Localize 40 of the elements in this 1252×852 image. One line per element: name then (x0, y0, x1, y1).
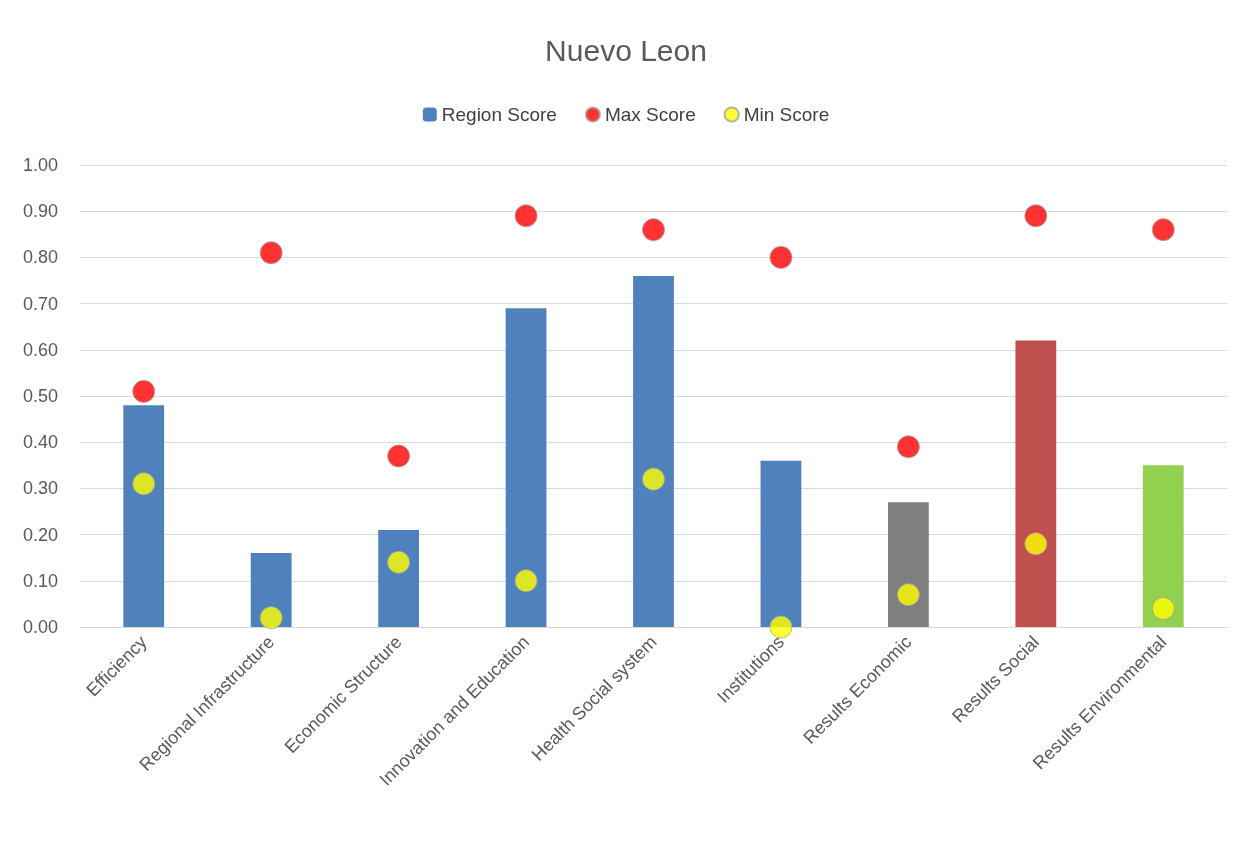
y-tick-label: 0.20 (22, 524, 58, 545)
point (514, 569, 538, 593)
y-tick-label: 0.80 (22, 247, 58, 268)
bar (1015, 340, 1057, 627)
bar (633, 275, 674, 627)
point (514, 204, 538, 228)
point (259, 606, 283, 630)
point (642, 218, 665, 242)
point (387, 444, 411, 468)
chart-title: Nuevo Leon (545, 33, 707, 67)
point (1024, 532, 1048, 556)
y-tick-label: 0.10 (22, 570, 58, 591)
y-tick-label: 0.50 (22, 386, 58, 406)
point (132, 379, 156, 403)
legend-label: Min Score (743, 104, 830, 125)
bar (1142, 465, 1184, 627)
bar (123, 405, 165, 627)
point (259, 241, 283, 265)
bar (760, 460, 802, 627)
point (132, 472, 156, 496)
y-tick-label: 0.40 (22, 432, 58, 453)
point (896, 435, 920, 459)
legend-label: Region Score (441, 104, 557, 125)
y-tick-label: 0.30 (22, 478, 58, 499)
point (1024, 204, 1048, 228)
y-tick-label: 1.00 (22, 155, 58, 175)
point (1151, 218, 1175, 242)
y-tick-label: 0.00 (22, 617, 58, 637)
legend-label: Max Score (604, 104, 696, 125)
point (1151, 597, 1175, 621)
bar (888, 502, 929, 627)
point (769, 245, 793, 269)
point (387, 550, 411, 574)
point (896, 583, 920, 607)
point (769, 615, 793, 639)
bar (505, 308, 547, 627)
point (642, 467, 665, 491)
y-tick-label: 0.60 (22, 339, 58, 360)
y-tick-label: 0.90 (22, 201, 58, 222)
y-tick-label: 0.70 (22, 293, 58, 314)
